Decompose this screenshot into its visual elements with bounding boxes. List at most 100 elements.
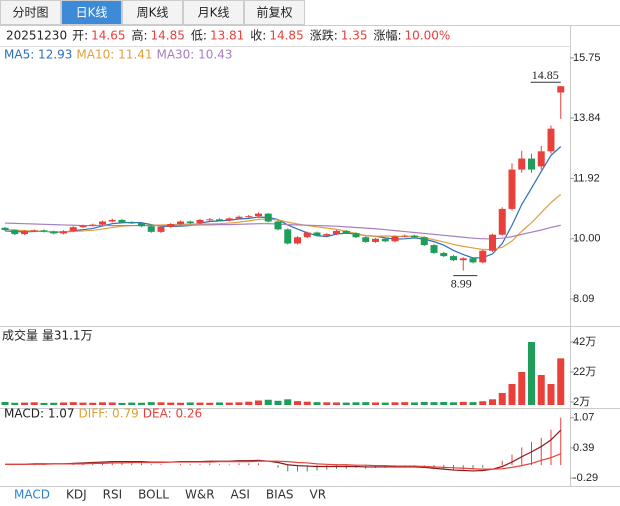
candle-body xyxy=(235,216,243,219)
candle-body xyxy=(391,236,399,242)
candle-body xyxy=(11,229,19,235)
candle-body xyxy=(177,221,184,225)
candle-body xyxy=(128,222,136,224)
candle-body xyxy=(430,245,438,253)
candle-body xyxy=(138,223,145,227)
macd-line xyxy=(5,429,562,472)
volume-bar xyxy=(333,402,340,405)
quote-label: 低: xyxy=(191,29,207,43)
indicator-tab[interactable]: MACD xyxy=(14,488,50,502)
volume-bar xyxy=(245,401,253,405)
indicator-tab[interactable]: RSI xyxy=(103,488,123,502)
volume-bar xyxy=(40,402,48,405)
tab-label[interactable]: 分时图 xyxy=(12,6,48,20)
candle-body xyxy=(440,252,448,257)
volume-bar xyxy=(11,402,19,405)
volume-bar xyxy=(547,384,555,405)
candle-body xyxy=(108,219,116,222)
candle-body xyxy=(284,229,292,244)
volume-bar xyxy=(557,358,565,405)
tab-label[interactable]: 周K线 xyxy=(137,6,169,20)
candle-body xyxy=(255,213,262,217)
indicator-tab[interactable]: BIAS xyxy=(266,488,294,502)
volume-bar xyxy=(430,402,438,405)
volume-bar xyxy=(303,401,311,405)
candle-body xyxy=(333,230,340,235)
volume-bar xyxy=(362,402,370,405)
candle-body xyxy=(381,238,389,242)
tab[interactable] xyxy=(61,0,122,25)
indicator-tab[interactable]: BOLL xyxy=(138,488,169,502)
candle-body xyxy=(489,234,496,251)
candle-body xyxy=(147,226,155,232)
candle-body xyxy=(498,208,506,235)
indicator-tab[interactable]: KDJ xyxy=(66,488,87,502)
tab[interactable] xyxy=(183,0,244,25)
indicator-tab[interactable]: ASI xyxy=(231,488,250,502)
candle-body xyxy=(79,225,87,228)
y-tick-label: 10.00 xyxy=(573,233,601,245)
volume-bar xyxy=(498,393,506,405)
volume-bar xyxy=(99,402,106,405)
candle-body xyxy=(411,235,418,238)
y-tick-label: -0.29 xyxy=(573,472,598,484)
candle-body xyxy=(323,234,331,236)
candle-body xyxy=(50,231,58,234)
volume-bar xyxy=(469,402,477,405)
volume-bar xyxy=(342,402,350,405)
candle-body xyxy=(508,169,516,209)
volume-bar xyxy=(89,402,97,405)
candle-body xyxy=(459,258,467,261)
candle-body xyxy=(157,226,165,232)
candle-body xyxy=(537,151,545,167)
volume-bar xyxy=(440,402,448,405)
volume-bar xyxy=(294,401,301,405)
annotation: 14.85 xyxy=(532,68,559,82)
volume-bar xyxy=(50,402,58,405)
tab-label[interactable]: 前复权 xyxy=(256,5,292,20)
y-tick-label: 8.09 xyxy=(573,293,594,305)
volume-bar xyxy=(147,402,155,405)
candle-body xyxy=(245,216,253,218)
volume-bar xyxy=(391,402,399,405)
candle-body xyxy=(167,224,175,227)
volume-bar xyxy=(459,401,467,405)
tab-label[interactable]: 日K线 xyxy=(76,6,108,20)
candle-body xyxy=(450,256,457,261)
volume-bar xyxy=(206,402,214,405)
indicator-tab[interactable]: VR xyxy=(310,488,327,502)
volume-bar xyxy=(450,402,457,405)
quote-label: 开: xyxy=(72,29,88,43)
indicator-tab[interactable]: W&R xyxy=(185,488,215,502)
legend-item: MA30: 10.43 xyxy=(156,48,232,62)
volume-bar xyxy=(186,402,194,405)
volume-bar xyxy=(518,372,526,405)
tab[interactable] xyxy=(122,0,183,25)
candle-body xyxy=(40,230,48,232)
candle-body xyxy=(118,219,126,223)
candle-body xyxy=(1,227,9,230)
candle-body xyxy=(30,230,38,232)
y-tick-label: 13.84 xyxy=(573,112,601,124)
volume-bar xyxy=(489,399,496,405)
tab-label[interactable]: 月K线 xyxy=(198,6,230,20)
candle-body xyxy=(99,221,106,225)
volume-bar xyxy=(69,402,77,405)
tab[interactable] xyxy=(244,0,305,25)
candle-body xyxy=(196,219,204,224)
candle-body xyxy=(352,233,360,238)
candle-body xyxy=(21,230,28,235)
annotation: 8.99 xyxy=(451,276,472,290)
volume-bar xyxy=(284,399,292,405)
candle-body xyxy=(274,221,282,230)
volume-bar xyxy=(216,402,223,405)
volume-bar xyxy=(352,402,360,405)
candle-body xyxy=(401,235,409,237)
candle-body xyxy=(225,218,233,221)
volume-bar xyxy=(255,400,262,405)
tab[interactable] xyxy=(0,0,61,25)
quote-value: 14.85 xyxy=(151,29,185,43)
volume-bar xyxy=(264,399,272,405)
volume-bar xyxy=(128,402,136,405)
